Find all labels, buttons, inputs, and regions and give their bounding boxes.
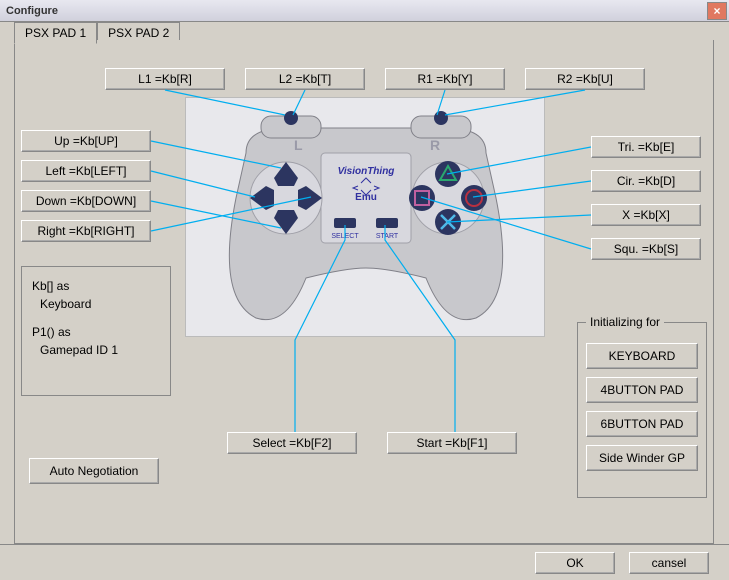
svg-text:SELECT: SELECT xyxy=(331,233,359,240)
triangle-button[interactable]: Tri. =Kb[E] xyxy=(591,136,701,158)
svg-text:R: R xyxy=(430,137,440,153)
init-group-label: Initializing for xyxy=(586,315,664,329)
init-keyboard-button[interactable]: KEYBOARD xyxy=(586,343,698,369)
window-title: Configure xyxy=(6,5,58,17)
tab-psx-pad-1[interactable]: PSX PAD 1 xyxy=(14,22,97,44)
init-6button-button[interactable]: 6BUTTON PAD xyxy=(586,411,698,437)
tab-panel: L1 =Kb[R] L2 =Kb[T] R1 =Kb[Y] R2 =Kb[U] … xyxy=(14,40,714,544)
svg-text:START: START xyxy=(376,233,399,240)
up-button[interactable]: Up =Kb[UP] xyxy=(21,130,151,152)
square-button[interactable]: Squ. =Kb[S] xyxy=(591,238,701,260)
legend-line: Kb[] as xyxy=(32,277,160,295)
down-button[interactable]: Down =Kb[DOWN] xyxy=(21,190,151,212)
legend-line: P1() as xyxy=(32,323,160,341)
start-button[interactable]: Start =Kb[F1] xyxy=(387,432,517,454)
l1-button[interactable]: L1 =Kb[R] xyxy=(105,68,225,90)
auto-negotiation-button[interactable]: Auto Negotiation xyxy=(29,458,159,484)
init-4button-button[interactable]: 4BUTTON PAD xyxy=(586,377,698,403)
legend-box: Kb[] as Keyboard P1() as Gamepad ID 1 xyxy=(21,266,171,396)
r1-button[interactable]: R1 =Kb[Y] xyxy=(385,68,505,90)
close-button[interactable]: × xyxy=(707,2,727,20)
cancel-button[interactable]: cansel xyxy=(629,552,709,574)
left-button[interactable]: Left =Kb[LEFT] xyxy=(21,160,151,182)
right-button[interactable]: Right =Kb[RIGHT] xyxy=(21,220,151,242)
svg-text:Emu: Emu xyxy=(355,192,377,203)
select-button[interactable]: Select =Kb[F2] xyxy=(227,432,357,454)
svg-text:VisionThing: VisionThing xyxy=(338,166,395,177)
controller-diagram: L R VisionThing Emu SELECT START xyxy=(185,97,545,337)
dialog-buttons: OK cansel xyxy=(0,544,729,580)
init-group: Initializing for KEYBOARD 4BUTTON PAD 6B… xyxy=(577,322,707,498)
legend-line: Keyboard xyxy=(32,295,160,313)
dialog-content: PSX PAD 1 PSX PAD 2 L1 =Kb[R] L2 =Kb[T] … xyxy=(0,22,729,542)
legend-line: Gamepad ID 1 xyxy=(32,341,160,359)
r2-button[interactable]: R2 =Kb[U] xyxy=(525,68,645,90)
ok-button[interactable]: OK xyxy=(535,552,615,574)
titlebar: Configure × xyxy=(0,0,729,22)
init-sidewinder-button[interactable]: Side Winder GP xyxy=(586,445,698,471)
circle-button[interactable]: Cir. =Kb[D] xyxy=(591,170,701,192)
close-icon: × xyxy=(713,4,720,18)
l2-button[interactable]: L2 =Kb[T] xyxy=(245,68,365,90)
svg-text:L: L xyxy=(294,137,303,153)
x-button[interactable]: X =Kb[X] xyxy=(591,204,701,226)
